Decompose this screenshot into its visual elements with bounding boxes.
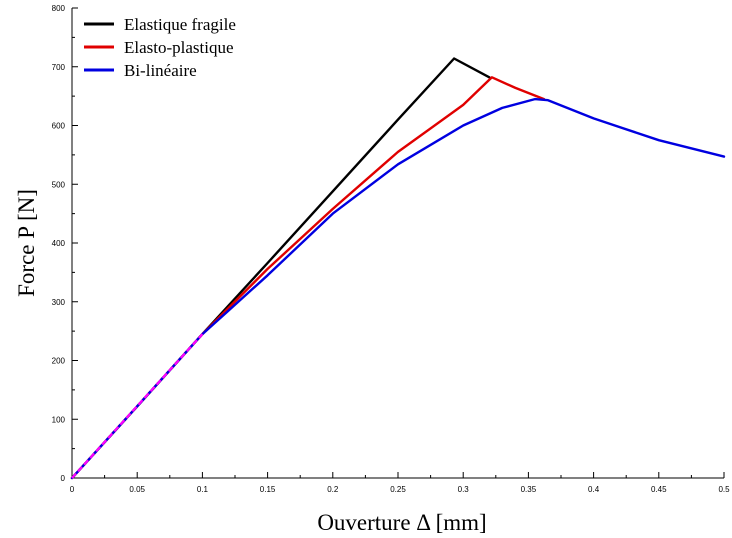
y-tick-label: 300 [52, 298, 66, 307]
y-tick-label: 200 [52, 357, 66, 366]
y-axis-title: Force P [N] [14, 189, 39, 297]
x-tick-label: 0 [70, 485, 75, 494]
y-tick-label: 600 [52, 122, 66, 131]
x-tick-label: 0.2 [327, 485, 339, 494]
x-tick-label: 0.1 [197, 485, 209, 494]
x-tick-label: 0.25 [390, 485, 406, 494]
x-tick-label: 0.5 [718, 485, 730, 494]
x-tick-label: 0.35 [521, 485, 537, 494]
y-tick-label: 500 [52, 180, 66, 189]
y-tick-label: 100 [52, 415, 66, 424]
x-tick-label: 0.45 [651, 485, 667, 494]
series-line-elastique-fragile [70, 57, 491, 480]
legend-label: Elasto-plastique [124, 38, 234, 57]
legend-label: Bi-linéaire [124, 61, 197, 80]
y-tick-label: 400 [52, 239, 66, 248]
y-tick-label: 800 [52, 4, 66, 13]
legend-label: Elastique fragile [124, 15, 236, 34]
series-line-elasto-plastique [70, 76, 546, 480]
x-tick-label: 0.15 [260, 485, 276, 494]
series-line-bi-lin-aire [70, 97, 726, 480]
series-line-dashed-3 [71, 333, 204, 479]
x-tick-label: 0.3 [458, 485, 470, 494]
x-axis-title: Ouverture Δ [mm] [317, 510, 486, 535]
y-tick-label: 700 [52, 63, 66, 72]
x-tick-label: 0.4 [588, 485, 600, 494]
y-tick-label: 0 [61, 474, 66, 483]
x-tick-label: 0.05 [129, 485, 145, 494]
